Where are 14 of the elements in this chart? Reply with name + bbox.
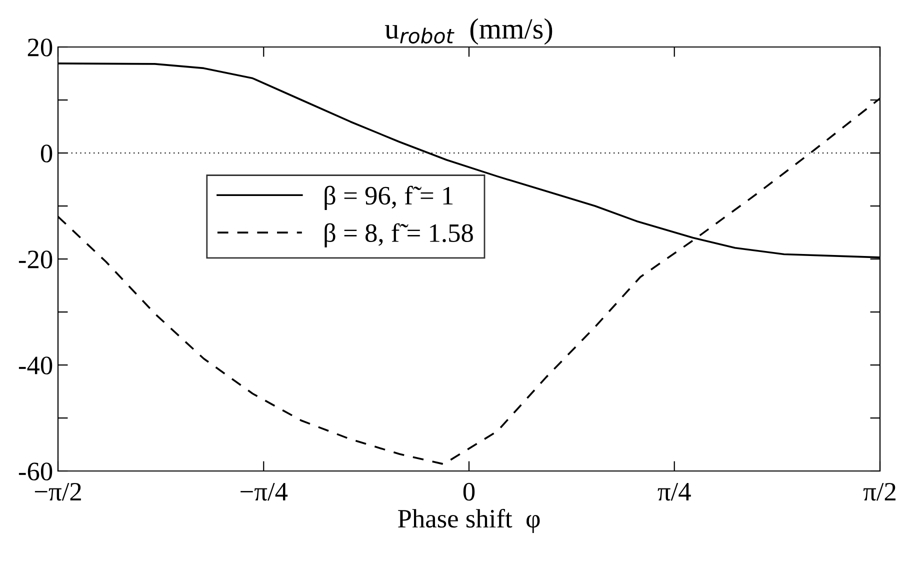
y-tick-label: 20: [28, 38, 52, 56]
y-tick-label: 0: [40, 144, 52, 162]
chart-title: u$_{robot}$ (mm/s): [384, 18, 552, 45]
x-axis-title: Phase shift φ: [398, 508, 540, 534]
x-tick-label: 0: [463, 482, 475, 501]
legend-label: β = 8, f̃ = 1.58: [324, 223, 473, 248]
x-tick-label: −π/2: [34, 482, 81, 501]
y-tick-label: -60: [18, 462, 52, 480]
x-tick-label: π/2: [863, 482, 896, 501]
x-tick-label: −π/4: [240, 483, 288, 501]
y-tick-label: -40: [18, 356, 52, 374]
x-tick-label: π/4: [658, 483, 691, 501]
y-tick-label: -20: [18, 250, 52, 268]
legend-label: β = 96, f̃ = 1: [324, 186, 453, 210]
